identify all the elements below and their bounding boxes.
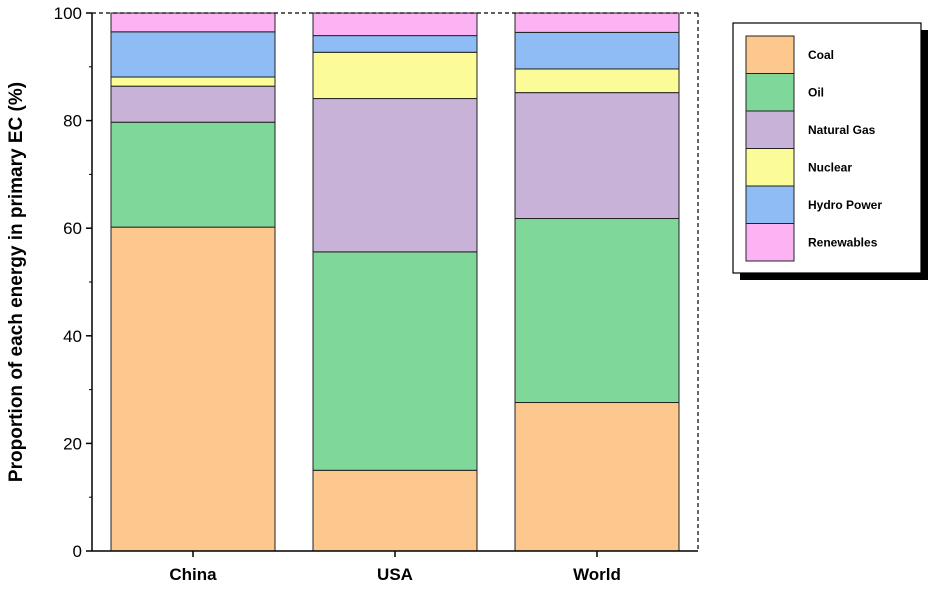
y-tick-label: 0 xyxy=(73,542,82,561)
bar-usa-hydro-power xyxy=(312,35,478,53)
legend-label-natural-gas: Natural Gas xyxy=(808,123,876,137)
bar-china-oil xyxy=(110,121,276,228)
legend-swatch-oil xyxy=(745,73,795,112)
y-tick-label: 20 xyxy=(63,434,82,453)
bar-china-nuclear xyxy=(110,76,276,87)
legend-label-renewables: Renewables xyxy=(808,235,878,249)
bar-china-natural-gas xyxy=(110,85,276,123)
bar-china-renewables xyxy=(110,12,276,33)
legend-swatch-renewables xyxy=(745,223,795,262)
legend-label-hydro-power: Hydro Power xyxy=(808,198,882,212)
y-tick-label: 80 xyxy=(63,112,82,131)
bar-usa-renewables xyxy=(312,12,478,37)
bar-china-hydro-power xyxy=(110,31,276,78)
bars-layer xyxy=(110,12,680,552)
bar-world-coal xyxy=(514,402,680,552)
bar-world-hydro-power xyxy=(514,31,680,70)
bar-world-nuclear xyxy=(514,68,680,94)
bar-world-oil xyxy=(514,218,680,404)
bar-world-renewables xyxy=(514,12,680,33)
x-category-label-china: China xyxy=(169,565,217,584)
legend-label-oil: Oil xyxy=(808,85,824,99)
y-axis-title: Proportion of each energy in primary EC … xyxy=(6,82,27,482)
bar-usa-oil xyxy=(312,251,478,471)
legend-swatch-nuclear xyxy=(745,148,795,187)
legend-swatch-hydro-power xyxy=(745,185,795,224)
x-axis-categories: China USA World xyxy=(169,551,621,584)
legend-label-coal: Coal xyxy=(808,48,834,62)
bar-china-coal xyxy=(110,226,276,552)
legend: Coal Oil Natural Gas Nuclear Hydro Power Rene… xyxy=(732,22,928,280)
x-category-label-usa: USA xyxy=(377,565,413,584)
x-category-label-world: World xyxy=(573,565,621,584)
legend-swatch-natural-gas xyxy=(745,110,795,149)
y-axis-ticks: 0 20 40 60 80 100 xyxy=(54,4,92,561)
y-tick-label: 40 xyxy=(63,327,82,346)
bar-world-natural-gas xyxy=(514,92,680,220)
legend-label-nuclear: Nuclear xyxy=(808,160,852,174)
bar-usa-coal xyxy=(312,469,478,552)
legend-swatch-coal xyxy=(745,35,795,74)
y-tick-label: 60 xyxy=(63,219,82,238)
y-tick-label: 100 xyxy=(54,4,82,23)
bar-usa-nuclear xyxy=(312,51,478,100)
bar-usa-natural-gas xyxy=(312,98,478,253)
